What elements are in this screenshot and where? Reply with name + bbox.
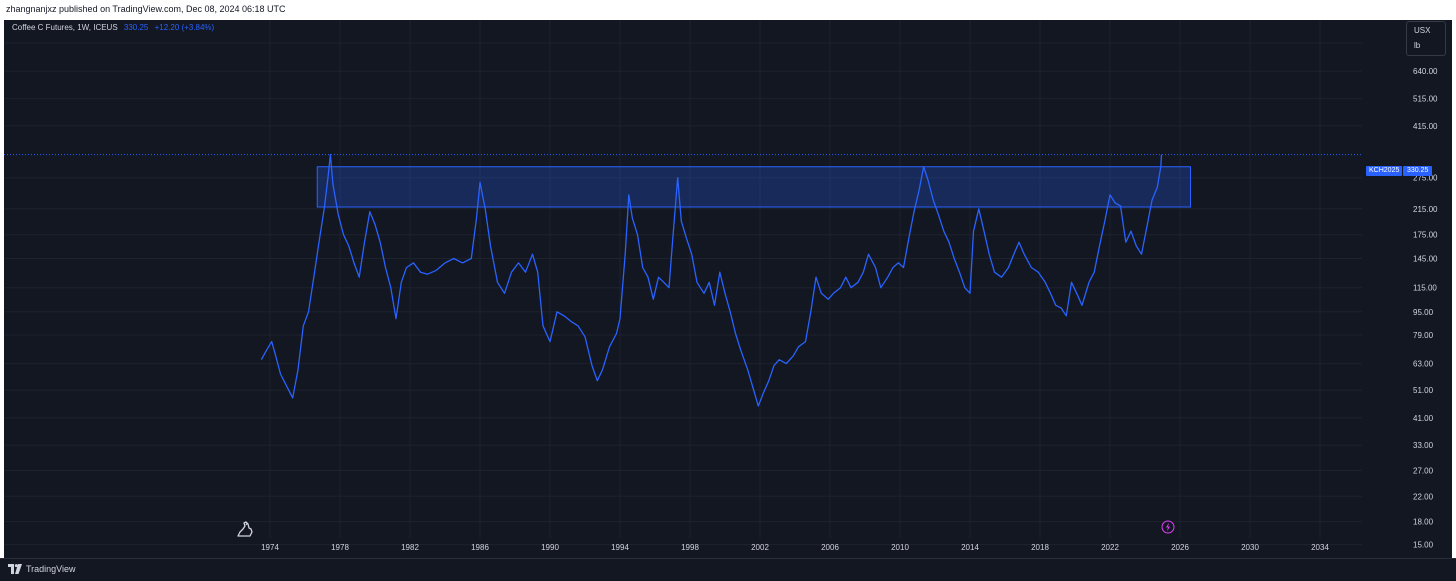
price-series-line bbox=[260, 154, 1163, 407]
x-tick-label: 2010 bbox=[891, 543, 909, 552]
y-tick-label: 41.00 bbox=[1413, 414, 1434, 423]
chart-legend: Coffee C Futures, 1W, ICEUS 330.25 +12.2… bbox=[12, 23, 214, 32]
x-tick-label: 2006 bbox=[821, 543, 839, 552]
y-tick-label: 145.00 bbox=[1413, 254, 1438, 263]
footer-bar: TradingView bbox=[0, 558, 1456, 581]
y-tick-label: 63.00 bbox=[1413, 360, 1434, 369]
y-tick-label: 33.00 bbox=[1413, 441, 1434, 450]
y-tick-label: 27.00 bbox=[1413, 466, 1434, 475]
dinosaur-icon[interactable] bbox=[235, 520, 255, 538]
y-tick-label: 15.00 bbox=[1413, 541, 1434, 550]
lightning-icon[interactable] bbox=[1161, 520, 1175, 534]
brand-label: TradingView bbox=[26, 564, 76, 574]
x-tick-label: 2026 bbox=[1171, 543, 1189, 552]
legend-symbol: Coffee C Futures, 1W, ICEUS bbox=[12, 23, 118, 32]
x-tick-label: 2014 bbox=[961, 543, 979, 552]
x-tick-label: 2030 bbox=[1241, 543, 1259, 552]
legend-price: 330.25 bbox=[123, 23, 149, 32]
x-tick-label: 1986 bbox=[471, 543, 489, 552]
y-tick-label: 95.00 bbox=[1413, 308, 1434, 317]
y-tick-label: 215.00 bbox=[1413, 205, 1438, 214]
chart-frame[interactable]: 15.00 18.00 22.00 27.00 33.00 41.00 51.00 63.00… bbox=[4, 20, 1452, 558]
y-tick-label: 175.00 bbox=[1413, 231, 1438, 240]
x-tick-label: 1978 bbox=[331, 543, 349, 552]
ticker-tag: KCH2025 bbox=[1366, 166, 1403, 176]
currency-label: USX bbox=[1414, 26, 1431, 35]
y-tick-label: 115.00 bbox=[1413, 284, 1437, 293]
x-tick-label: 1998 bbox=[681, 543, 699, 552]
x-tick-label: 1974 bbox=[261, 543, 279, 552]
y-tick-label: 18.00 bbox=[1413, 518, 1434, 527]
x-tick-label: 1982 bbox=[401, 543, 419, 552]
x-tick-label: 1994 bbox=[611, 543, 629, 552]
legend-change: +12.20 (+3.84%) bbox=[154, 23, 215, 32]
unit-label: lb bbox=[1414, 41, 1421, 50]
y-tick-label: 275.00 bbox=[1413, 174, 1438, 183]
publish-bar: zhangnanjxz published on TradingView.com… bbox=[0, 0, 1456, 20]
y-tick-label: 51.00 bbox=[1413, 386, 1434, 395]
tradingview-logo-icon bbox=[8, 564, 22, 574]
x-tick-label: 2002 bbox=[751, 543, 769, 552]
last-price-tag: 330.25 bbox=[1403, 166, 1433, 176]
resistance-zone bbox=[316, 166, 1191, 208]
x-tick-label: 1990 bbox=[541, 543, 559, 552]
x-tick-label: 2022 bbox=[1101, 543, 1119, 552]
unit-selector[interactable]: USX lb bbox=[1406, 21, 1446, 56]
x-tick-label: 2018 bbox=[1031, 543, 1049, 552]
y-tick-label: 640.00 bbox=[1413, 67, 1438, 76]
tradingview-brand[interactable]: TradingView bbox=[8, 564, 76, 574]
y-tick-label: 515.00 bbox=[1413, 95, 1438, 104]
price-chart[interactable]: 15.00 18.00 22.00 27.00 33.00 41.00 51.00 63.00… bbox=[4, 20, 1452, 558]
y-tick-label: 415.00 bbox=[1413, 122, 1438, 131]
y-tick-label: 22.00 bbox=[1413, 492, 1434, 501]
y-tick-label: 79.00 bbox=[1413, 331, 1434, 340]
publish-text: zhangnanjxz published on TradingView.com… bbox=[6, 4, 286, 14]
x-tick-label: 2034 bbox=[1311, 543, 1329, 552]
